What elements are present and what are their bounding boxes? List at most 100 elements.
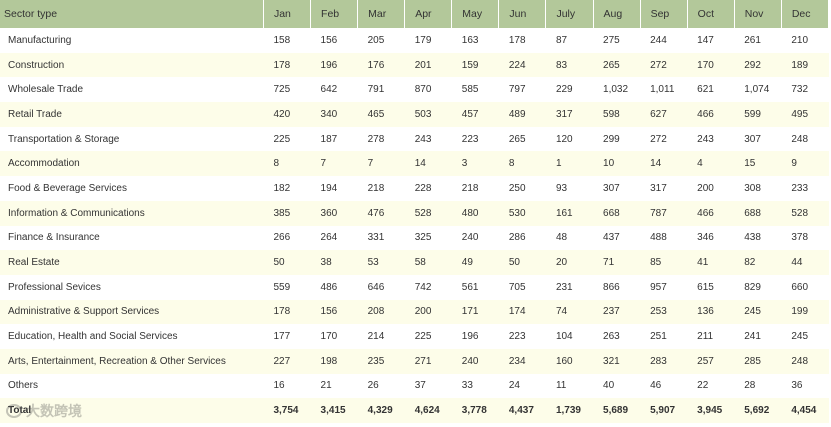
sector-name-cell: Professional Sevices <box>0 274 264 300</box>
value-cell: 177 <box>263 324 311 349</box>
value-cell: 194 <box>310 176 358 201</box>
value-cell: 41 <box>687 250 735 275</box>
value-cell: 199 <box>781 299 829 325</box>
table-row: Construction 178 196 176 201 159 224 83 265 272 17… <box>0 52 829 78</box>
table-row: Arts, Entertainment, Recreation & Other … <box>0 348 829 374</box>
value-cell: 3,415 <box>310 398 358 423</box>
value-cell: 4,329 <box>357 398 405 423</box>
value-cell: 235 <box>357 348 405 374</box>
value-cell: 243 <box>687 126 735 152</box>
value-cell: 528 <box>404 200 452 226</box>
value-cell: 283 <box>640 348 688 374</box>
value-cell: 240 <box>451 225 499 251</box>
table-row: Food & Beverage Services 182 194 218 228 218 2… <box>0 176 829 201</box>
value-cell: 275 <box>593 28 641 53</box>
value-cell: 49 <box>451 250 499 275</box>
value-cell: 74 <box>545 299 594 325</box>
table-row: Wholesale Trade 725 642 791 870 585 797 229 1,03… <box>0 77 829 103</box>
value-cell: 278 <box>357 126 405 152</box>
value-cell: 385 <box>263 200 311 226</box>
value-cell: 50 <box>498 250 546 275</box>
value-cell: 325 <box>404 225 452 251</box>
value-cell: 174 <box>498 299 546 325</box>
value-cell: 1,739 <box>545 398 594 423</box>
value-cell: 465 <box>357 102 405 127</box>
value-cell: 530 <box>498 200 546 226</box>
table-row: Education, Health and Social Services 177… <box>0 324 829 349</box>
header-month: Sep <box>640 0 688 28</box>
value-cell: 231 <box>545 274 594 300</box>
value-cell: 742 <box>404 274 452 300</box>
sector-name-cell: Arts, Entertainment, Recreation & Other … <box>0 348 264 374</box>
header-month: Jan <box>263 0 312 28</box>
value-cell: 16 <box>263 373 311 399</box>
sector-name-cell: Total <box>0 398 264 423</box>
value-cell: 7 <box>357 151 405 177</box>
value-cell: 308 <box>734 176 782 201</box>
value-cell: 331 <box>357 225 405 251</box>
sector-name-cell: Finance & Insurance <box>0 225 264 251</box>
value-cell: 21 <box>310 373 358 399</box>
value-cell: 136 <box>687 299 735 325</box>
value-cell: 5,907 <box>640 398 688 423</box>
value-cell: 787 <box>640 200 688 226</box>
value-cell: 346 <box>687 225 735 251</box>
header-month: May <box>451 0 500 28</box>
value-cell: 4 <box>687 151 735 177</box>
value-cell: 489 <box>498 102 546 127</box>
value-cell: 40 <box>593 373 641 399</box>
value-cell: 438 <box>734 225 782 251</box>
value-cell: 245 <box>781 324 829 349</box>
value-cell: 33 <box>451 373 499 399</box>
value-cell: 26 <box>357 373 405 399</box>
table-row: Real Estate 50 38 53 58 49 50 20 71 85 41 82 44 <box>0 250 829 275</box>
value-cell: 156 <box>310 28 358 53</box>
sector-name-cell: Food & Beverage Services <box>0 176 264 201</box>
value-cell: 791 <box>357 77 405 103</box>
value-cell: 307 <box>593 176 641 201</box>
table-row: Transportation & Storage 225 187 278 243 223 2… <box>0 126 829 152</box>
value-cell: 866 <box>593 274 641 300</box>
value-cell: 223 <box>451 126 499 152</box>
value-cell: 378 <box>781 225 829 251</box>
value-cell: 15 <box>734 151 782 177</box>
value-cell: 437 <box>593 225 641 251</box>
value-cell: 599 <box>734 102 782 127</box>
value-cell: 10 <box>593 151 641 177</box>
value-cell: 292 <box>734 52 782 78</box>
value-cell: 233 <box>781 176 829 201</box>
value-cell: 171 <box>451 299 499 325</box>
value-cell: 210 <box>781 28 829 53</box>
sector-name-cell: Information & Communications <box>0 200 264 226</box>
value-cell: 3 <box>451 151 499 177</box>
value-cell: 160 <box>545 348 594 374</box>
value-cell: 5,692 <box>734 398 782 423</box>
value-cell: 93 <box>545 176 594 201</box>
value-cell: 205 <box>357 28 405 53</box>
value-cell: 299 <box>593 126 641 152</box>
value-cell: 178 <box>263 52 311 78</box>
value-cell: 243 <box>404 126 452 152</box>
header-month: Nov <box>734 0 782 28</box>
value-cell: 476 <box>357 200 405 226</box>
value-cell: 559 <box>263 274 311 300</box>
value-cell: 170 <box>687 52 735 78</box>
value-cell: 248 <box>781 348 829 374</box>
table-row: Information & Communications 385 360 476 528… <box>0 200 829 226</box>
sector-name-cell: Accommodation <box>0 151 264 177</box>
table-row: Finance & Insurance 266 264 331 325 240 286 48 4… <box>0 225 829 251</box>
value-cell: 253 <box>640 299 688 325</box>
header-month: Jun <box>498 0 547 28</box>
value-cell: 58 <box>404 250 452 275</box>
value-cell: 189 <box>781 52 829 78</box>
value-cell: 957 <box>640 274 688 300</box>
value-cell: 5,689 <box>593 398 641 423</box>
value-cell: 14 <box>640 151 688 177</box>
value-cell: 3,945 <box>687 398 735 423</box>
table-row: Others 16 21 26 37 33 24 11 40 46 22 28 36 <box>0 373 829 399</box>
value-cell: 495 <box>781 102 829 127</box>
value-cell: 176 <box>357 52 405 78</box>
value-cell: 668 <box>593 200 641 226</box>
value-cell: 561 <box>451 274 499 300</box>
value-cell: 170 <box>310 324 358 349</box>
